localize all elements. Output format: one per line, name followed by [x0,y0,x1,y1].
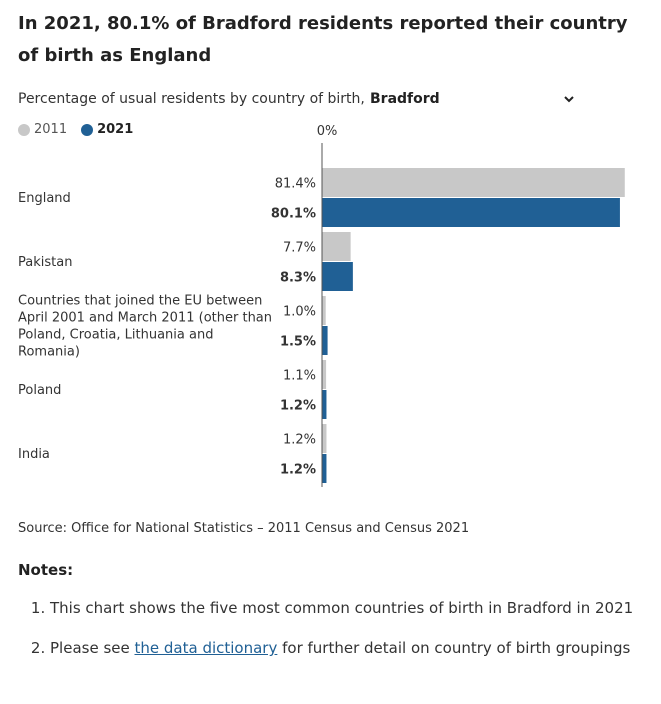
category-label: April 2001 and March 2011 (other than [18,311,272,326]
chart-legend: 2011 2021 [18,122,147,137]
data-label-2011: 1.2% [283,433,316,448]
data-label-2011: 1.0% [283,305,316,320]
bar-chart: 0% England 81.4% 80.1% Pakistan 7.7% 8.3% Count… [18,124,625,487]
area-select[interactable]: Bradford [364,88,576,110]
bar-2021 [322,454,327,483]
chart-title: In 2021, 80.1% of Bradford residents rep… [18,13,628,66]
source-note: Source: Office for National Statistics –… [18,521,470,536]
note-text-2b: for further detail on country of birth g… [277,639,631,657]
data-label-2021: 8.3% [280,271,316,286]
data-dictionary-link[interactable]: the data dictionary [134,639,278,657]
area-select-value: Bradford [370,91,440,107]
data-label-2021: 80.1% [271,207,316,222]
legend-item-2011[interactable]: 2011 [18,122,67,137]
x-axis-tick-label: 0% [317,124,338,139]
bar-2021 [322,390,327,419]
data-label-2021: 1.2% [280,463,316,478]
notes-heading: Notes: [18,561,74,579]
category-label: Pakistan [18,255,72,270]
bar-2021 [322,198,620,227]
legend-swatch-2011 [18,123,30,136]
note-text-1: This chart shows the five most common co… [50,599,634,617]
chart-subtitle: Percentage of usual residents by country… [18,91,365,107]
category-label: Poland [18,383,61,398]
chevron-down-icon [564,96,574,103]
category-label: Countries that joined the EU between [18,294,262,309]
category-label: Romania) [18,345,80,360]
bar-2011 [322,232,351,261]
bar-2011 [322,296,326,325]
bar-2011 [322,360,327,389]
bar-2011 [322,168,625,197]
data-label-2011: 1.1% [283,369,316,384]
category-label: India [18,447,50,462]
note-item: Please see the data dictionary for furth… [50,632,638,664]
legend-label-2021: 2021 [97,122,134,137]
note-text-2a: Please see [50,639,135,657]
legend-label-2011: 2011 [34,122,68,137]
bar-2011 [322,424,327,453]
data-label-2011: 81.4% [275,177,316,192]
notes-list: This chart shows the five most common co… [18,592,638,672]
data-label-2011: 7.7% [283,241,316,256]
data-label-2021: 1.2% [280,399,316,414]
legend-item-2021[interactable]: 2021 [81,122,133,137]
category-label: Poland, Croatia, Lithuania and [18,328,213,343]
bar-2021 [322,262,353,291]
note-item: This chart shows the five most common co… [50,592,638,624]
category-label: England [18,191,71,206]
bar-2021 [322,326,328,355]
data-label-2021: 1.5% [280,335,316,350]
legend-swatch-2021 [81,123,94,136]
